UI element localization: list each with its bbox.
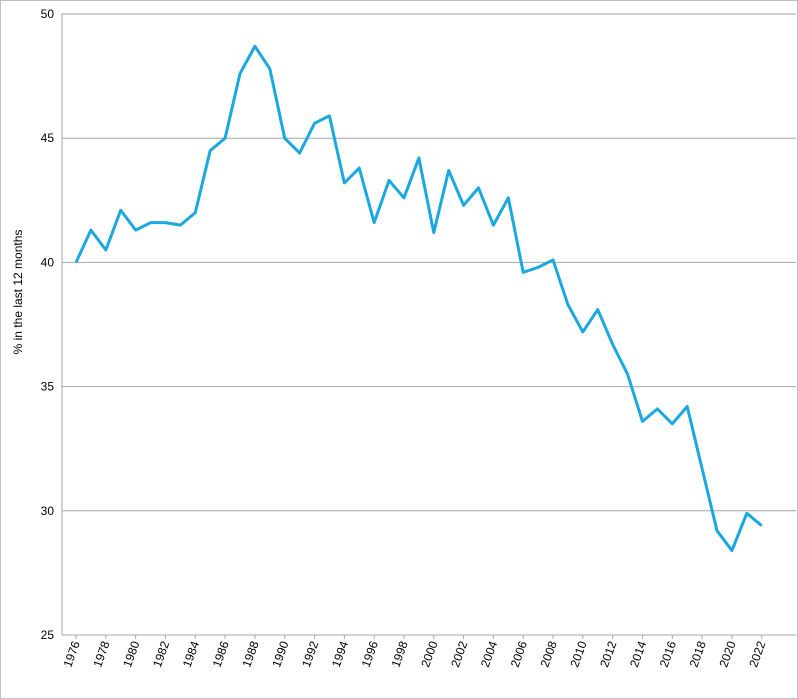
y-tick-label: 25 — [41, 628, 55, 642]
y-tick-label: 35 — [41, 380, 55, 394]
y-axis-label: % in the last 12 months — [11, 230, 25, 355]
y-tick-label: 40 — [41, 255, 55, 269]
y-tick-label: 50 — [41, 7, 55, 21]
data-line — [74, 44, 763, 553]
y-tick-label: 45 — [41, 131, 55, 145]
y-tick-label: 30 — [41, 504, 55, 518]
